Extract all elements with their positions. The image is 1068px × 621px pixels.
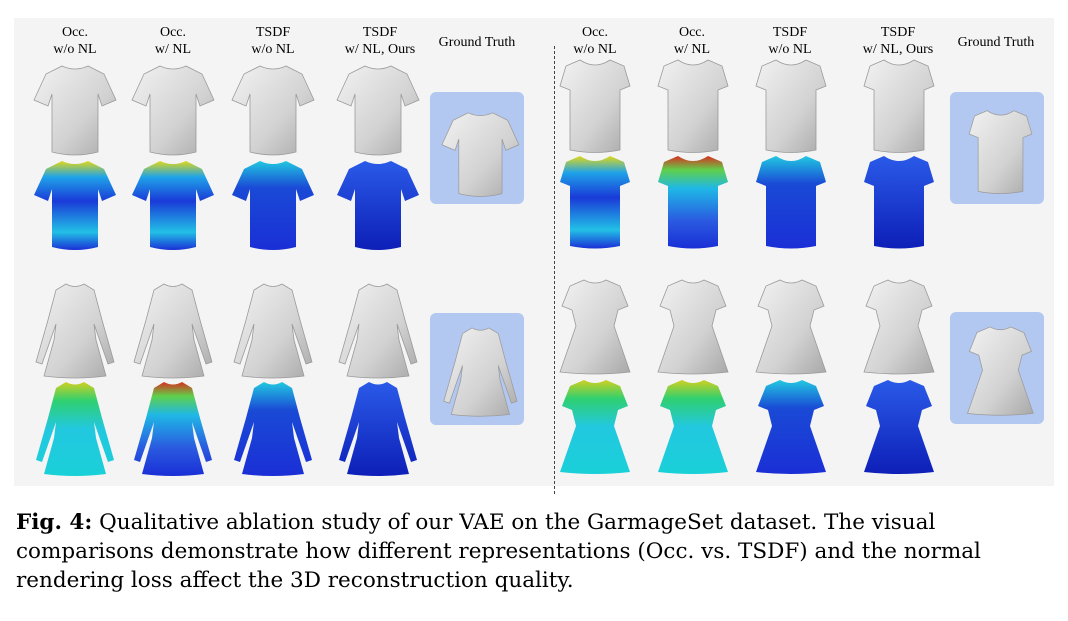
error-ldress-occ-w-nl xyxy=(130,378,216,478)
caption-label: Fig. 4: xyxy=(16,510,93,535)
error-sdress-tsdf-ours xyxy=(856,376,942,476)
error-ldress-occ-wo-nl xyxy=(32,378,118,478)
mesh-shirt-occ-w-nl xyxy=(130,60,216,160)
ground-truth-shirt xyxy=(430,92,524,204)
error-top-tsdf-ours xyxy=(856,152,942,252)
mesh-ldress-tsdf-ours xyxy=(335,280,421,380)
ground-truth-sdress xyxy=(950,312,1044,424)
error-sdress-tsdf-wo-nl xyxy=(748,376,834,476)
ground-truth-top xyxy=(950,92,1044,204)
figure-caption: Fig. 4: Qualitative ablation study of ou… xyxy=(16,508,1056,595)
mesh-top-tsdf-ours xyxy=(856,56,942,156)
mesh-sdress-tsdf-wo-nl xyxy=(748,276,834,376)
error-sdress-occ-w-nl xyxy=(650,376,736,476)
header-tsdf-wo-nl-right: TSDF w/o NL xyxy=(768,25,812,57)
error-top-occ-wo-nl xyxy=(552,152,638,252)
header-occ-w-nl-right: Occ. w/ NL xyxy=(673,25,711,57)
error-shirt-tsdf-ours xyxy=(335,155,421,255)
panel-divider xyxy=(554,46,555,494)
mesh-shirt-tsdf-ours xyxy=(335,60,421,160)
header-ground-truth-left: Ground Truth xyxy=(438,35,516,50)
mesh-sdress-occ-wo-nl xyxy=(552,276,638,376)
header-tsdf-wo-nl-left: TSDF w/o NL xyxy=(251,25,295,57)
mesh-shirt-occ-wo-nl xyxy=(32,60,118,160)
header-occ-w-nl-left: Occ. w/ NL xyxy=(154,25,192,57)
header-occ-wo-nl-left: Occ. w/o NL xyxy=(53,25,97,57)
mesh-top-occ-wo-nl xyxy=(552,56,638,156)
error-top-occ-w-nl xyxy=(650,152,736,252)
error-top-tsdf-wo-nl xyxy=(748,152,834,252)
mesh-sdress-tsdf-ours xyxy=(856,276,942,376)
error-sdress-occ-wo-nl xyxy=(552,376,638,476)
header-tsdf-ours-left: TSDF w/ NL, Ours xyxy=(344,25,416,57)
mesh-top-tsdf-wo-nl xyxy=(748,56,834,156)
mesh-shirt-tsdf-wo-nl xyxy=(230,60,316,160)
header-tsdf-ours-right: TSDF w/ NL, Ours xyxy=(862,25,934,57)
ground-truth-ldress xyxy=(430,313,524,425)
error-shirt-occ-w-nl xyxy=(130,155,216,255)
mesh-ldress-occ-wo-nl xyxy=(32,280,118,380)
header-occ-wo-nl-right: Occ. w/o NL xyxy=(573,25,617,57)
mesh-top-occ-w-nl xyxy=(650,56,736,156)
error-shirt-occ-wo-nl xyxy=(32,155,118,255)
caption-text: Qualitative ablation study of our VAE on… xyxy=(16,510,981,593)
mesh-ldress-occ-w-nl xyxy=(130,280,216,380)
error-ldress-tsdf-wo-nl xyxy=(230,378,316,478)
error-ldress-tsdf-ours xyxy=(335,378,421,478)
mesh-sdress-occ-w-nl xyxy=(650,276,736,376)
mesh-ldress-tsdf-wo-nl xyxy=(230,280,316,380)
header-ground-truth-right: Ground Truth xyxy=(957,35,1035,50)
error-shirt-tsdf-wo-nl xyxy=(230,155,316,255)
